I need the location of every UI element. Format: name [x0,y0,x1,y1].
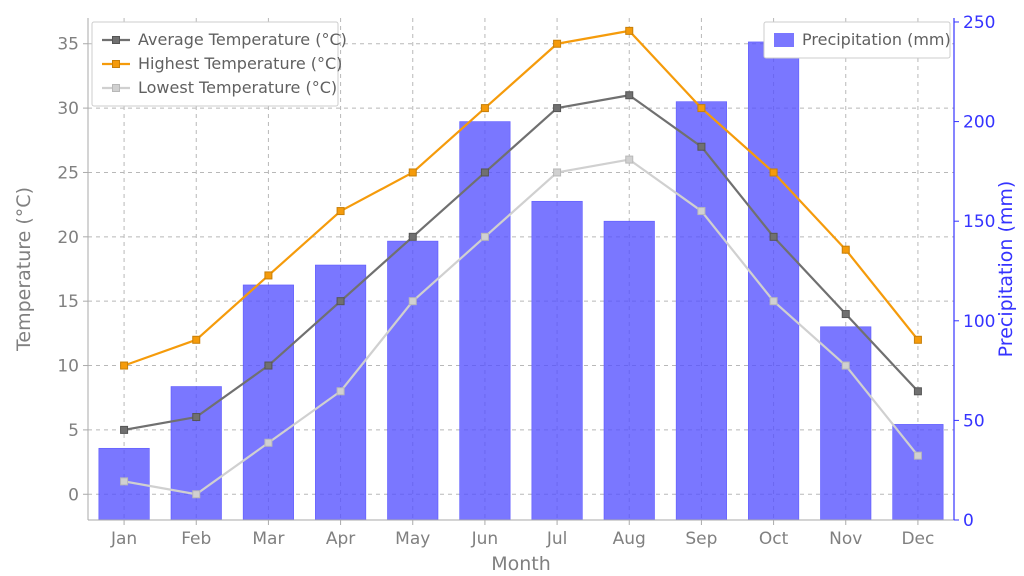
precip-bar [676,102,727,520]
temp-marker [842,311,849,318]
y-right-tick-label: 100 [963,312,995,332]
x-tick-label: Dec [901,529,934,549]
temp-marker [409,169,416,176]
temp-marker [698,208,705,215]
legend-label: Lowest Temperature (°C) [138,78,337,97]
temp-marker [770,169,777,176]
temp-marker [481,105,488,112]
temp-marker [554,105,561,112]
y-left-tick-label: 10 [57,357,79,377]
temp-marker [554,40,561,47]
chart-svg: 0 5 10 15 20 25 30 35 0 50 100 150 200 250 Jan Feb Mar Ap… [0,0,1024,576]
legend-label: Highest Temperature (°C) [138,54,342,73]
y-left-title: Temperature (°C) [13,187,35,352]
temp-marker [409,233,416,240]
temp-marker [409,298,416,305]
y-left-tick-label: 25 [57,163,79,183]
precip-bar [387,241,438,520]
x-tick-label: Aug [613,529,646,549]
x-tick-label: Feb [181,529,211,549]
temp-marker [914,388,921,395]
x-tick-label: Jan [110,529,137,549]
y-right-tick-label: 200 [963,113,995,133]
temp-marker [337,208,344,215]
temp-marker [842,246,849,253]
y-right-tick-label: 50 [963,411,985,431]
precip-bar [460,122,511,520]
y-left-tick-label: 35 [57,35,79,55]
temp-marker [193,414,200,421]
precip-bar [604,221,655,520]
temp-marker [698,105,705,112]
legend-precip: Precipitation (mm) [764,22,951,58]
temp-marker [337,298,344,305]
y-left-tick-label: 5 [68,421,79,441]
temp-marker [265,362,272,369]
temp-marker [193,336,200,343]
y-left-tick-label: 20 [57,228,79,248]
x-tick-label: May [395,529,430,549]
y-right-title: Precipitation (mm) [995,181,1017,358]
temp-marker [121,362,128,369]
y-left-tick-label: 30 [57,99,79,119]
temp-marker [265,272,272,279]
x-tick-label: Jun [471,529,499,549]
precip-bar [243,285,294,520]
x-tick-label: Mar [252,529,284,549]
legend-label: Precipitation (mm) [802,30,951,49]
x-tick-label: Oct [759,529,789,549]
precip-bar [893,424,944,520]
temp-marker [914,336,921,343]
temp-marker [121,426,128,433]
x-tick-label: Sep [685,529,717,549]
y-right-tick-label: 250 [963,13,995,33]
precip-bar [532,201,583,520]
temp-marker [770,233,777,240]
precip-bar [748,42,799,520]
legend-temperature: Average Temperature (°C) Highest Temperat… [92,22,347,106]
y-left-tick-label: 0 [68,485,79,505]
temp-marker [626,27,633,34]
climate-chart: 0 5 10 15 20 25 30 35 0 50 100 150 200 250 Jan Feb Mar Ap… [0,0,1024,576]
temp-marker [265,439,272,446]
y-right-tick-label: 150 [963,212,995,232]
temp-marker [626,92,633,99]
temp-marker [193,491,200,498]
temp-marker [914,452,921,459]
y-left-tick-label: 15 [57,292,79,312]
temp-marker [770,298,777,305]
temp-marker [337,388,344,395]
x-tick-label: Jul [546,529,568,549]
temp-marker [481,169,488,176]
x-tick-label: Nov [829,529,862,549]
temp-marker [626,156,633,163]
x-tick-label: Apr [326,529,355,549]
y-right-tick-label: 0 [963,511,974,531]
temp-marker [698,143,705,150]
legend-label: Average Temperature (°C) [138,30,347,49]
temp-marker [121,478,128,485]
temp-marker [554,169,561,176]
x-title: Month [491,553,551,575]
precip-bar [820,327,871,520]
temp-marker [842,362,849,369]
temp-marker [481,233,488,240]
precip-bar [171,387,222,520]
